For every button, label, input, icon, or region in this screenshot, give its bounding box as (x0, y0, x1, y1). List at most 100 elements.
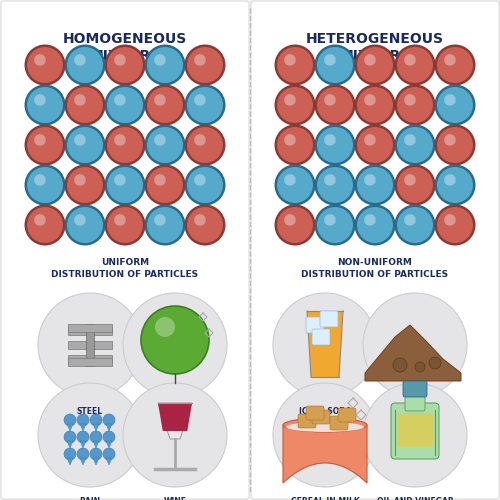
Text: WINE: WINE (164, 497, 186, 500)
Circle shape (64, 448, 76, 460)
Circle shape (184, 124, 226, 166)
Circle shape (364, 54, 376, 66)
Circle shape (317, 47, 353, 83)
Circle shape (154, 174, 166, 186)
Circle shape (187, 87, 223, 123)
Circle shape (67, 207, 103, 243)
Circle shape (27, 167, 63, 203)
Circle shape (314, 124, 356, 166)
Circle shape (74, 134, 86, 145)
Circle shape (317, 87, 353, 123)
Circle shape (317, 127, 353, 163)
Circle shape (38, 293, 142, 397)
Circle shape (38, 383, 142, 487)
Text: HETEROGENEOUS
MIXTURE: HETEROGENEOUS MIXTURE (306, 32, 444, 64)
Polygon shape (93, 458, 99, 465)
Circle shape (144, 204, 186, 246)
Circle shape (444, 54, 456, 66)
Polygon shape (307, 311, 343, 377)
Circle shape (394, 84, 436, 126)
Circle shape (317, 207, 353, 243)
Circle shape (74, 214, 86, 226)
Circle shape (314, 84, 356, 126)
Circle shape (415, 362, 425, 372)
Circle shape (184, 204, 226, 246)
Circle shape (404, 214, 415, 226)
Circle shape (314, 44, 356, 86)
Circle shape (363, 383, 467, 487)
Circle shape (363, 293, 467, 397)
Circle shape (34, 54, 46, 66)
Circle shape (394, 44, 436, 86)
Circle shape (404, 94, 415, 106)
Circle shape (67, 87, 103, 123)
Circle shape (357, 207, 393, 243)
Circle shape (444, 94, 456, 106)
Circle shape (144, 164, 186, 205)
Circle shape (103, 431, 115, 443)
Circle shape (64, 124, 106, 166)
Circle shape (434, 204, 476, 246)
Circle shape (357, 127, 393, 163)
Circle shape (184, 84, 226, 126)
Circle shape (354, 124, 396, 166)
FancyBboxPatch shape (68, 341, 112, 349)
Circle shape (107, 87, 143, 123)
Circle shape (354, 204, 396, 246)
Circle shape (364, 134, 376, 145)
Circle shape (141, 306, 209, 374)
Circle shape (77, 431, 89, 443)
Circle shape (274, 124, 316, 166)
Circle shape (64, 84, 106, 126)
Circle shape (34, 174, 46, 186)
Circle shape (74, 54, 86, 66)
Circle shape (394, 124, 436, 166)
FancyBboxPatch shape (68, 327, 112, 335)
Circle shape (147, 47, 183, 83)
Circle shape (434, 44, 476, 86)
Circle shape (437, 167, 473, 203)
Circle shape (274, 44, 316, 86)
Circle shape (314, 164, 356, 205)
Circle shape (90, 431, 102, 443)
FancyBboxPatch shape (306, 406, 324, 420)
Circle shape (194, 174, 205, 186)
Circle shape (354, 44, 396, 86)
Circle shape (274, 164, 316, 205)
Circle shape (107, 127, 143, 163)
FancyBboxPatch shape (68, 358, 112, 366)
Circle shape (103, 414, 115, 426)
Circle shape (34, 134, 46, 145)
Circle shape (397, 47, 433, 83)
FancyBboxPatch shape (251, 1, 499, 499)
Text: NON-UNIFORM
DISTRIBUTION OF PARTICLES: NON-UNIFORM DISTRIBUTION OF PARTICLES (302, 258, 448, 279)
Circle shape (397, 87, 433, 123)
Circle shape (394, 164, 436, 205)
Polygon shape (80, 424, 86, 431)
Text: HOMOGENEOUS
MIXTURE: HOMOGENEOUS MIXTURE (63, 32, 187, 64)
Circle shape (354, 84, 396, 126)
Circle shape (103, 448, 115, 460)
Circle shape (144, 44, 186, 86)
Circle shape (104, 124, 146, 166)
Circle shape (107, 167, 143, 203)
Circle shape (273, 383, 377, 487)
Circle shape (123, 293, 227, 397)
Circle shape (194, 134, 205, 145)
Circle shape (104, 44, 146, 86)
Circle shape (184, 164, 226, 205)
Circle shape (364, 94, 376, 106)
Circle shape (34, 94, 46, 106)
Circle shape (357, 47, 393, 83)
Text: CEREAL IN MILK: CEREAL IN MILK (290, 497, 360, 500)
Circle shape (114, 134, 126, 145)
Circle shape (104, 204, 146, 246)
FancyBboxPatch shape (298, 414, 316, 428)
Circle shape (114, 214, 126, 226)
Circle shape (107, 47, 143, 83)
Circle shape (155, 317, 175, 337)
Circle shape (154, 54, 166, 66)
Circle shape (277, 87, 313, 123)
Circle shape (77, 414, 89, 426)
Circle shape (147, 167, 183, 203)
